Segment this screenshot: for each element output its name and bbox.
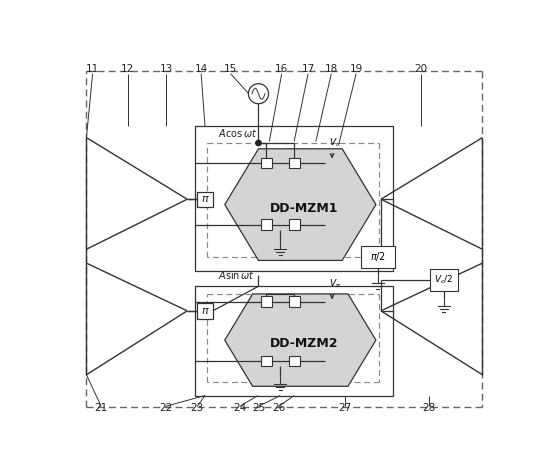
Bar — [289, 296, 300, 307]
Text: $\pi$: $\pi$ — [200, 194, 209, 204]
Text: 13: 13 — [160, 64, 173, 74]
Bar — [261, 296, 271, 307]
Bar — [289, 356, 300, 366]
Polygon shape — [225, 149, 376, 261]
Text: 23: 23 — [190, 403, 204, 413]
Text: $A\cos\omega t$: $A\cos\omega t$ — [218, 127, 258, 139]
Text: 21: 21 — [94, 403, 108, 413]
Text: 16: 16 — [275, 64, 289, 74]
Circle shape — [256, 140, 261, 146]
Text: 22: 22 — [159, 403, 172, 413]
Bar — [289, 219, 300, 230]
Text: 26: 26 — [272, 403, 285, 413]
Bar — [195, 286, 393, 395]
Text: 18: 18 — [325, 64, 338, 74]
Text: 11: 11 — [86, 64, 99, 74]
Text: $V_c/2$: $V_c/2$ — [434, 274, 453, 286]
Text: DD-MZM2: DD-MZM2 — [270, 337, 339, 350]
Bar — [197, 303, 213, 318]
Text: 20: 20 — [415, 64, 428, 74]
Bar — [289, 158, 300, 168]
Text: 14: 14 — [194, 64, 208, 74]
Bar — [195, 126, 393, 271]
Text: DD-MZM1: DD-MZM1 — [270, 202, 339, 215]
Text: $A\sin\omega t$: $A\sin\omega t$ — [218, 269, 255, 280]
Bar — [361, 246, 395, 268]
Bar — [261, 158, 271, 168]
Bar — [261, 356, 271, 366]
Bar — [197, 192, 213, 207]
Text: 28: 28 — [422, 403, 436, 413]
Text: 19: 19 — [350, 64, 363, 74]
Text: $V_\pi$: $V_\pi$ — [329, 137, 341, 149]
Text: 25: 25 — [252, 403, 265, 413]
Polygon shape — [225, 294, 376, 386]
Text: 17: 17 — [301, 64, 315, 74]
Text: 27: 27 — [339, 403, 352, 413]
Text: 15: 15 — [224, 64, 237, 74]
Text: $V_\pi$: $V_\pi$ — [329, 278, 341, 290]
Text: 12: 12 — [121, 64, 134, 74]
Bar — [261, 219, 271, 230]
Text: $\pi$: $\pi$ — [200, 306, 209, 316]
Text: $\pi/2$: $\pi/2$ — [370, 251, 386, 263]
Bar — [430, 269, 458, 291]
Circle shape — [249, 84, 269, 104]
Text: 24: 24 — [233, 403, 246, 413]
